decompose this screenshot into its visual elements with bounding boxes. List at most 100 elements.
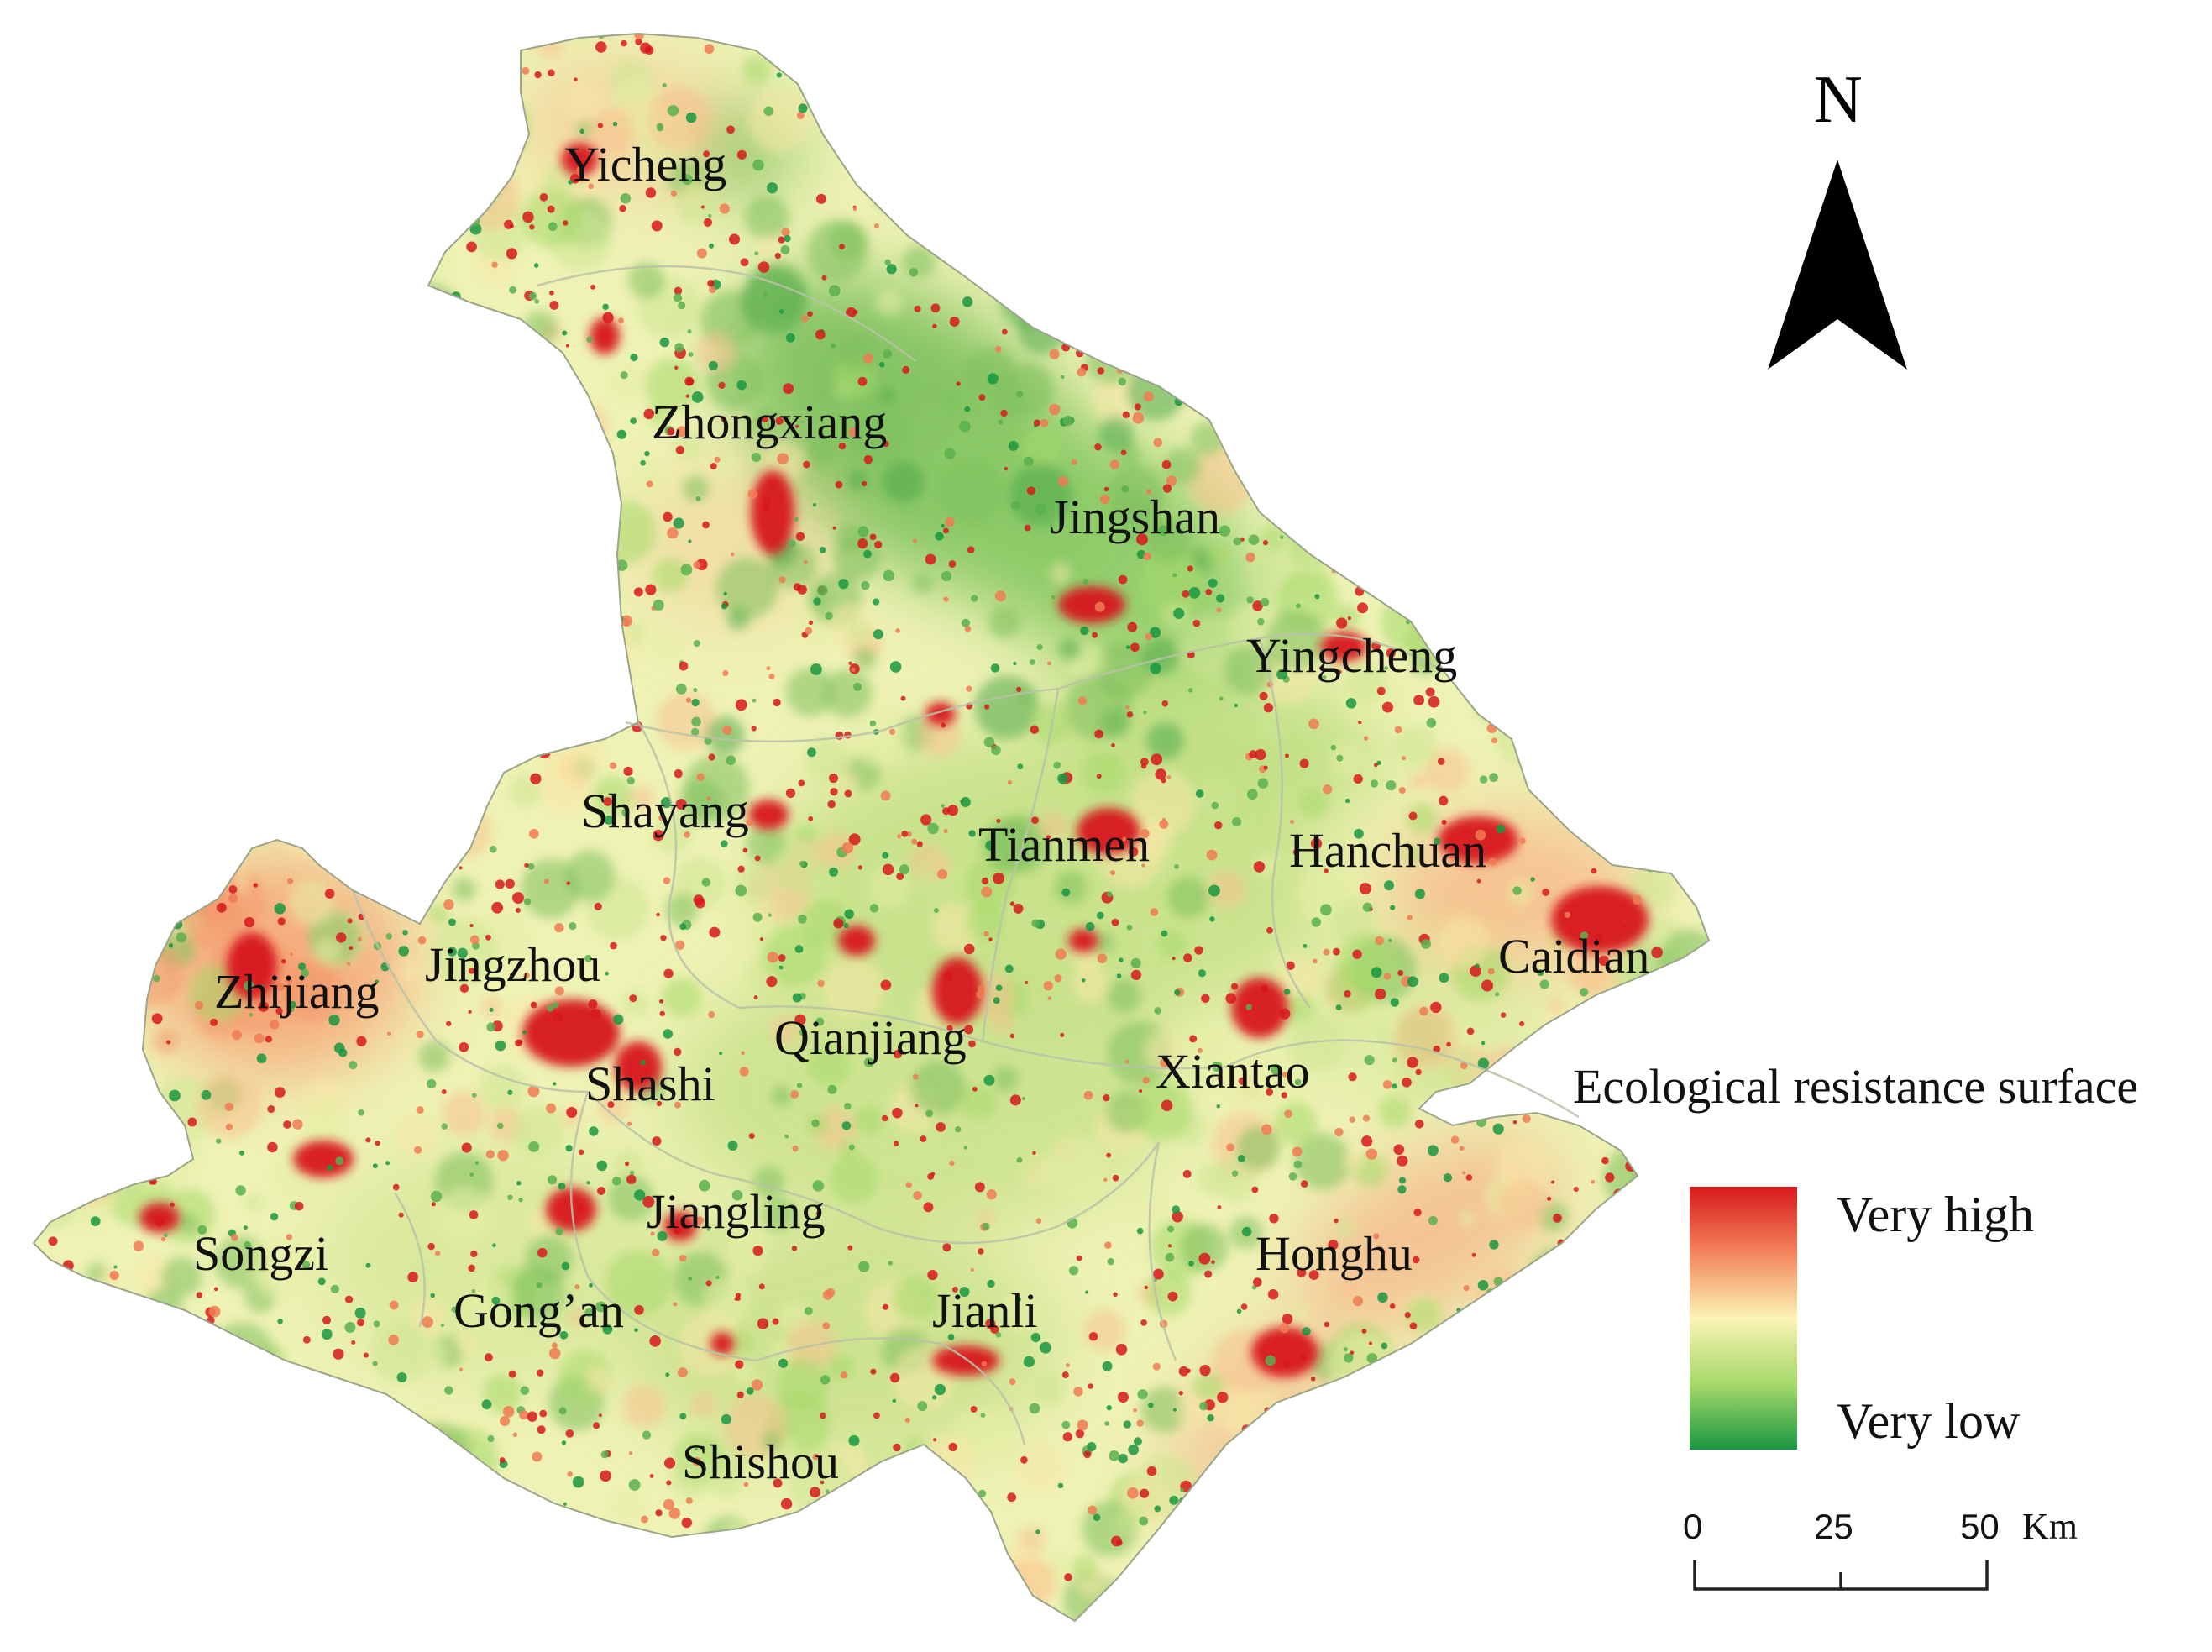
raster-patch: [160, 1236, 166, 1242]
raster-patch: [1111, 1535, 1122, 1547]
raster-patch: [161, 1256, 202, 1298]
raster-patch: [677, 1367, 688, 1378]
raster-patch: [1043, 1135, 1108, 1200]
raster-patch: [435, 76, 443, 85]
raster-patch: [152, 522, 156, 527]
raster-patch: [165, 50, 171, 56]
raster-patch: [767, 952, 778, 963]
raster-patch: [256, 1053, 267, 1064]
raster-patch: [778, 954, 786, 962]
raster-patch: [706, 796, 711, 801]
raster-patch: [174, 622, 182, 631]
raster-patch: [1452, 601, 1464, 613]
raster-patch: [790, 1090, 799, 1099]
raster-patch: [572, 1476, 584, 1488]
raster-patch: [841, 1121, 852, 1130]
raster-patch: [1099, 494, 1110, 505]
raster-patch: [895, 628, 900, 633]
raster-patch: [762, 1197, 796, 1231]
raster-patch: [803, 559, 808, 564]
raster-patch: [1519, 1094, 1523, 1099]
raster-patch: [1270, 1063, 1282, 1075]
raster-patch: [553, 1082, 557, 1086]
raster-patch: [1040, 1341, 1051, 1354]
raster-patch: [1049, 349, 1060, 359]
raster-patch: [600, 1470, 611, 1482]
raster-patch: [320, 532, 327, 538]
raster-patch: [376, 34, 384, 42]
raster-patch: [1231, 816, 1242, 827]
raster-patch: [1578, 293, 1590, 305]
raster-patch: [317, 789, 322, 795]
raster-patch: [1526, 709, 1559, 741]
raster-patch: [385, 689, 392, 696]
raster-patch: [600, 1450, 609, 1459]
raster-patch: [1406, 620, 1410, 625]
raster-patch: [1492, 1441, 1503, 1451]
raster-patch: [217, 836, 227, 846]
raster-patch: [537, 1425, 546, 1434]
raster-patch: [396, 1372, 407, 1382]
raster-patch: [512, 692, 522, 701]
raster-patch: [589, 466, 595, 473]
raster-patch: [107, 362, 171, 426]
raster-patch: [602, 312, 614, 323]
raster-patch: [114, 1138, 126, 1149]
raster-patch: [763, 925, 826, 987]
raster-patch: [144, 924, 149, 930]
raster-patch: [159, 469, 165, 475]
raster-patch: [512, 1432, 518, 1438]
raster-patch: [34, 1616, 37, 1620]
raster-patch: [815, 193, 826, 204]
raster-patch: [1174, 989, 1181, 996]
raster-patch: [1469, 1354, 1479, 1365]
raster-patch: [1035, 134, 1047, 145]
raster-patch: [1665, 1397, 1671, 1403]
raster-patch: [990, 1324, 999, 1335]
raster-patch: [413, 58, 420, 64]
raster-patch: [1371, 1518, 1376, 1522]
raster-patch: [118, 885, 128, 895]
raster-patch: [1501, 1362, 1506, 1368]
raster-patch: [892, 1277, 938, 1322]
raster-patch: [1029, 37, 1040, 49]
raster-patch: [598, 621, 610, 633]
raster-patch: [125, 1474, 136, 1485]
raster-patch: [1009, 463, 1072, 527]
raster-patch: [568, 180, 573, 185]
raster-patch: [844, 909, 854, 920]
raster-patch: [1208, 869, 1246, 908]
raster-patch: [1081, 978, 1086, 983]
raster-patch: [154, 1215, 165, 1226]
raster-patch: [1117, 1392, 1129, 1403]
raster-patch: [207, 517, 218, 527]
raster-patch: [335, 757, 342, 763]
raster-patch: [1031, 816, 1040, 825]
raster-patch: [436, 571, 442, 578]
raster-patch: [305, 415, 352, 462]
raster-patch: [194, 354, 206, 366]
raster-patch: [52, 593, 58, 598]
raster-patch: [966, 101, 990, 124]
raster-patch: [1352, 1514, 1413, 1576]
raster-patch: [1190, 1568, 1199, 1577]
raster-patch: [1236, 1125, 1281, 1171]
raster-patch: [605, 971, 609, 976]
raster-patch: [546, 543, 557, 553]
raster-patch: [595, 447, 603, 455]
raster-patch: [312, 1624, 319, 1632]
raster-patch: [700, 205, 705, 209]
raster-patch: [1251, 1186, 1259, 1193]
raster-patch: [674, 286, 683, 296]
raster-patch: [964, 943, 975, 955]
raster-patch: [1410, 211, 1418, 218]
raster-patch: [1654, 573, 1661, 580]
raster-patch: [586, 1181, 590, 1185]
raster-patch: [1104, 1421, 1109, 1426]
raster-patch: [1617, 1522, 1672, 1577]
raster-patch: [1204, 203, 1216, 216]
raster-patch: [735, 1293, 742, 1298]
raster-patch: [1445, 1524, 1454, 1532]
raster-patch: [235, 227, 245, 237]
raster-patch: [511, 1104, 563, 1156]
